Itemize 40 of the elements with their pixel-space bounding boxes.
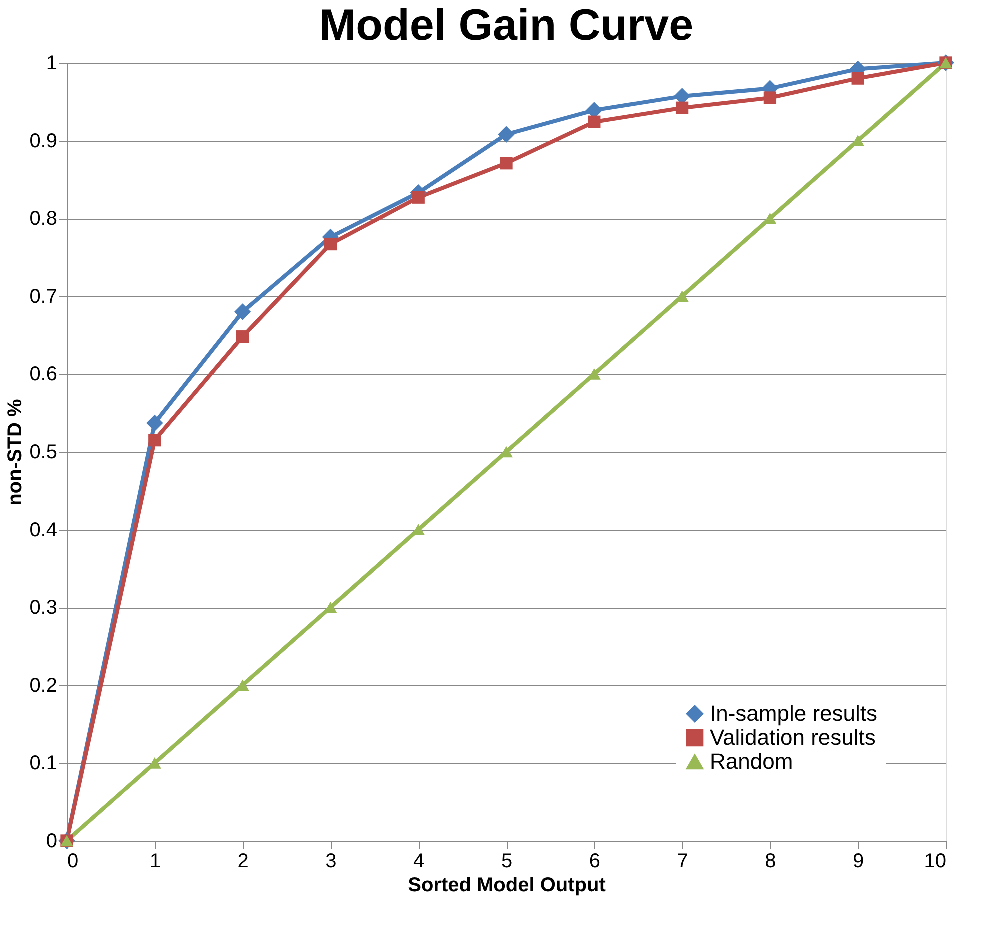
- x-tick-label: 0: [68, 850, 79, 872]
- y-tick-label: 0.5: [30, 442, 58, 464]
- x-tick-label: 3: [326, 850, 337, 872]
- point: [852, 72, 864, 85]
- y-tick-label: 0.9: [30, 130, 58, 152]
- x-tick-label: 4: [414, 850, 425, 872]
- x-tick-label: 6: [589, 850, 600, 872]
- y-tick-label: 0.6: [30, 364, 58, 386]
- legend-label: Validation results: [710, 725, 876, 750]
- x-tick-label: 1: [150, 850, 161, 872]
- point: [764, 92, 777, 104]
- x-tick-label: 5: [501, 850, 513, 872]
- point: [412, 191, 425, 204]
- point: [236, 330, 250, 344]
- point: [498, 126, 515, 143]
- point: [146, 414, 164, 432]
- legend-label: In-sample results: [710, 701, 878, 726]
- y-tick-label: 0.4: [30, 519, 58, 542]
- x-tick-label: 2: [238, 850, 249, 872]
- x-tick-label: 9: [853, 850, 864, 872]
- point: [148, 434, 162, 447]
- x-axis-title: Sorted Model Output: [408, 874, 606, 896]
- chart-title: Model Gain Curve: [319, 1, 694, 50]
- y-tick-label: 0.8: [30, 208, 58, 230]
- point: [588, 116, 601, 128]
- legend-label: Random: [710, 749, 794, 774]
- point: [234, 304, 252, 320]
- y-tick-label: 0.7: [30, 286, 58, 308]
- point: [500, 157, 513, 170]
- y-tick-label: 0.1: [30, 752, 58, 775]
- y-axis-title: non-STD %: [4, 398, 27, 506]
- x-tick-label: 10: [924, 850, 946, 872]
- x-tick-label: 7: [677, 850, 688, 872]
- y-tick-label: 0.3: [30, 597, 58, 620]
- point: [324, 238, 338, 251]
- x-tick-label: 8: [765, 850, 776, 872]
- point: [676, 102, 689, 114]
- y-tick-label: 1: [46, 52, 58, 74]
- y-tick-label: 0.2: [30, 674, 58, 697]
- y-tick-label: 0: [46, 830, 58, 852]
